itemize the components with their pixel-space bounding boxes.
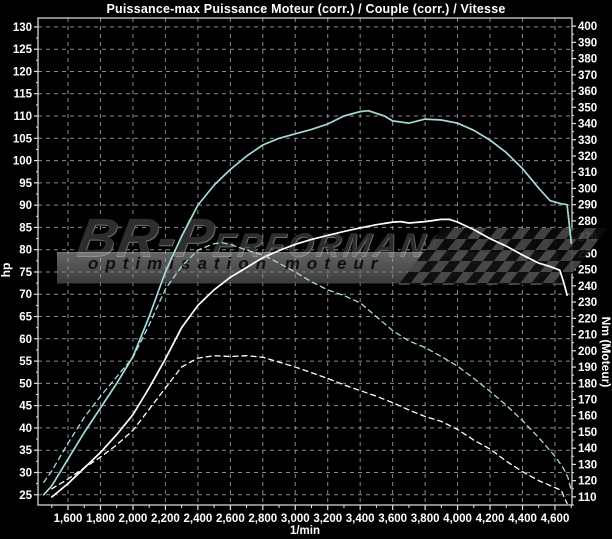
svg-text:55: 55 — [19, 356, 32, 368]
curve-puissance-moteur-origine — [50, 218, 568, 498]
left-axis-unit-label: hp — [0, 263, 13, 278]
svg-text:200: 200 — [578, 346, 597, 358]
svg-text:330: 330 — [578, 135, 597, 147]
svg-text:4,200: 4,200 — [476, 513, 505, 525]
svg-text:2,000: 2,000 — [119, 513, 148, 525]
svg-text:2,200: 2,200 — [151, 513, 180, 525]
curve-couple-corrige — [43, 242, 572, 492]
svg-text:340: 340 — [578, 119, 597, 131]
svg-text:2,800: 2,800 — [248, 513, 277, 525]
svg-text:40: 40 — [19, 423, 32, 435]
svg-text:3,600: 3,600 — [378, 513, 407, 525]
svg-text:30: 30 — [19, 467, 32, 479]
svg-text:120: 120 — [13, 66, 32, 78]
svg-text:95: 95 — [19, 178, 32, 190]
svg-text:380: 380 — [578, 54, 597, 66]
svg-text:350: 350 — [578, 102, 597, 114]
svg-text:4,000: 4,000 — [443, 513, 472, 525]
x-axis-unit-label: 1/min — [290, 525, 320, 537]
svg-text:1,600: 1,600 — [54, 513, 83, 525]
chart-title: Puissance-max Puissance Moteur (corr.) /… — [106, 2, 506, 16]
svg-text:390: 390 — [578, 37, 597, 49]
svg-text:130: 130 — [13, 22, 32, 34]
svg-text:105: 105 — [13, 133, 33, 145]
svg-text:160: 160 — [578, 411, 597, 423]
svg-text:65: 65 — [19, 312, 32, 324]
svg-text:100: 100 — [13, 156, 32, 168]
svg-text:370: 370 — [578, 70, 597, 82]
svg-text:125: 125 — [13, 44, 33, 56]
svg-text:110: 110 — [578, 492, 597, 504]
svg-text:280: 280 — [578, 216, 597, 228]
svg-text:120: 120 — [578, 476, 597, 488]
svg-text:60: 60 — [19, 334, 32, 346]
svg-text:25: 25 — [19, 490, 32, 502]
svg-text:3,000: 3,000 — [281, 513, 310, 525]
svg-text:35: 35 — [19, 445, 32, 457]
svg-text:110: 110 — [13, 111, 32, 123]
svg-text:80: 80 — [19, 245, 32, 257]
svg-text:170: 170 — [578, 394, 597, 406]
svg-text:400: 400 — [578, 21, 597, 33]
svg-text:70: 70 — [19, 289, 32, 301]
svg-text:2,600: 2,600 — [216, 513, 245, 525]
svg-text:3,200: 3,200 — [313, 513, 342, 525]
svg-text:210: 210 — [578, 330, 597, 342]
svg-text:190: 190 — [578, 362, 597, 374]
svg-text:180: 180 — [578, 378, 597, 390]
svg-text:230: 230 — [578, 297, 597, 309]
svg-text:4,400: 4,400 — [508, 513, 537, 525]
svg-text:300: 300 — [578, 183, 597, 195]
svg-text:140: 140 — [578, 443, 597, 455]
curve-puissance-moteur-corrigee — [42, 109, 572, 496]
svg-text:150: 150 — [578, 427, 597, 439]
svg-text:1,800: 1,800 — [86, 513, 115, 525]
right-axis-unit-label: Nm (Moteur) — [599, 317, 612, 388]
svg-text:2,400: 2,400 — [183, 513, 212, 525]
svg-text:130: 130 — [578, 459, 597, 471]
svg-text:320: 320 — [578, 151, 597, 163]
svg-text:115: 115 — [13, 89, 32, 101]
svg-text:3,400: 3,400 — [346, 513, 375, 525]
svg-text:45: 45 — [19, 401, 32, 413]
svg-text:3,800: 3,800 — [411, 513, 440, 525]
svg-text:360: 360 — [578, 86, 597, 98]
svg-text:4,600: 4,600 — [541, 513, 570, 525]
svg-text:310: 310 — [578, 167, 597, 179]
svg-text:290: 290 — [578, 200, 597, 212]
svg-text:50: 50 — [19, 378, 32, 390]
svg-text:220: 220 — [578, 313, 597, 325]
curve-couple-origine — [51, 355, 568, 505]
svg-text:85: 85 — [19, 222, 32, 234]
svg-text:90: 90 — [19, 200, 32, 212]
svg-text:75: 75 — [19, 267, 32, 279]
